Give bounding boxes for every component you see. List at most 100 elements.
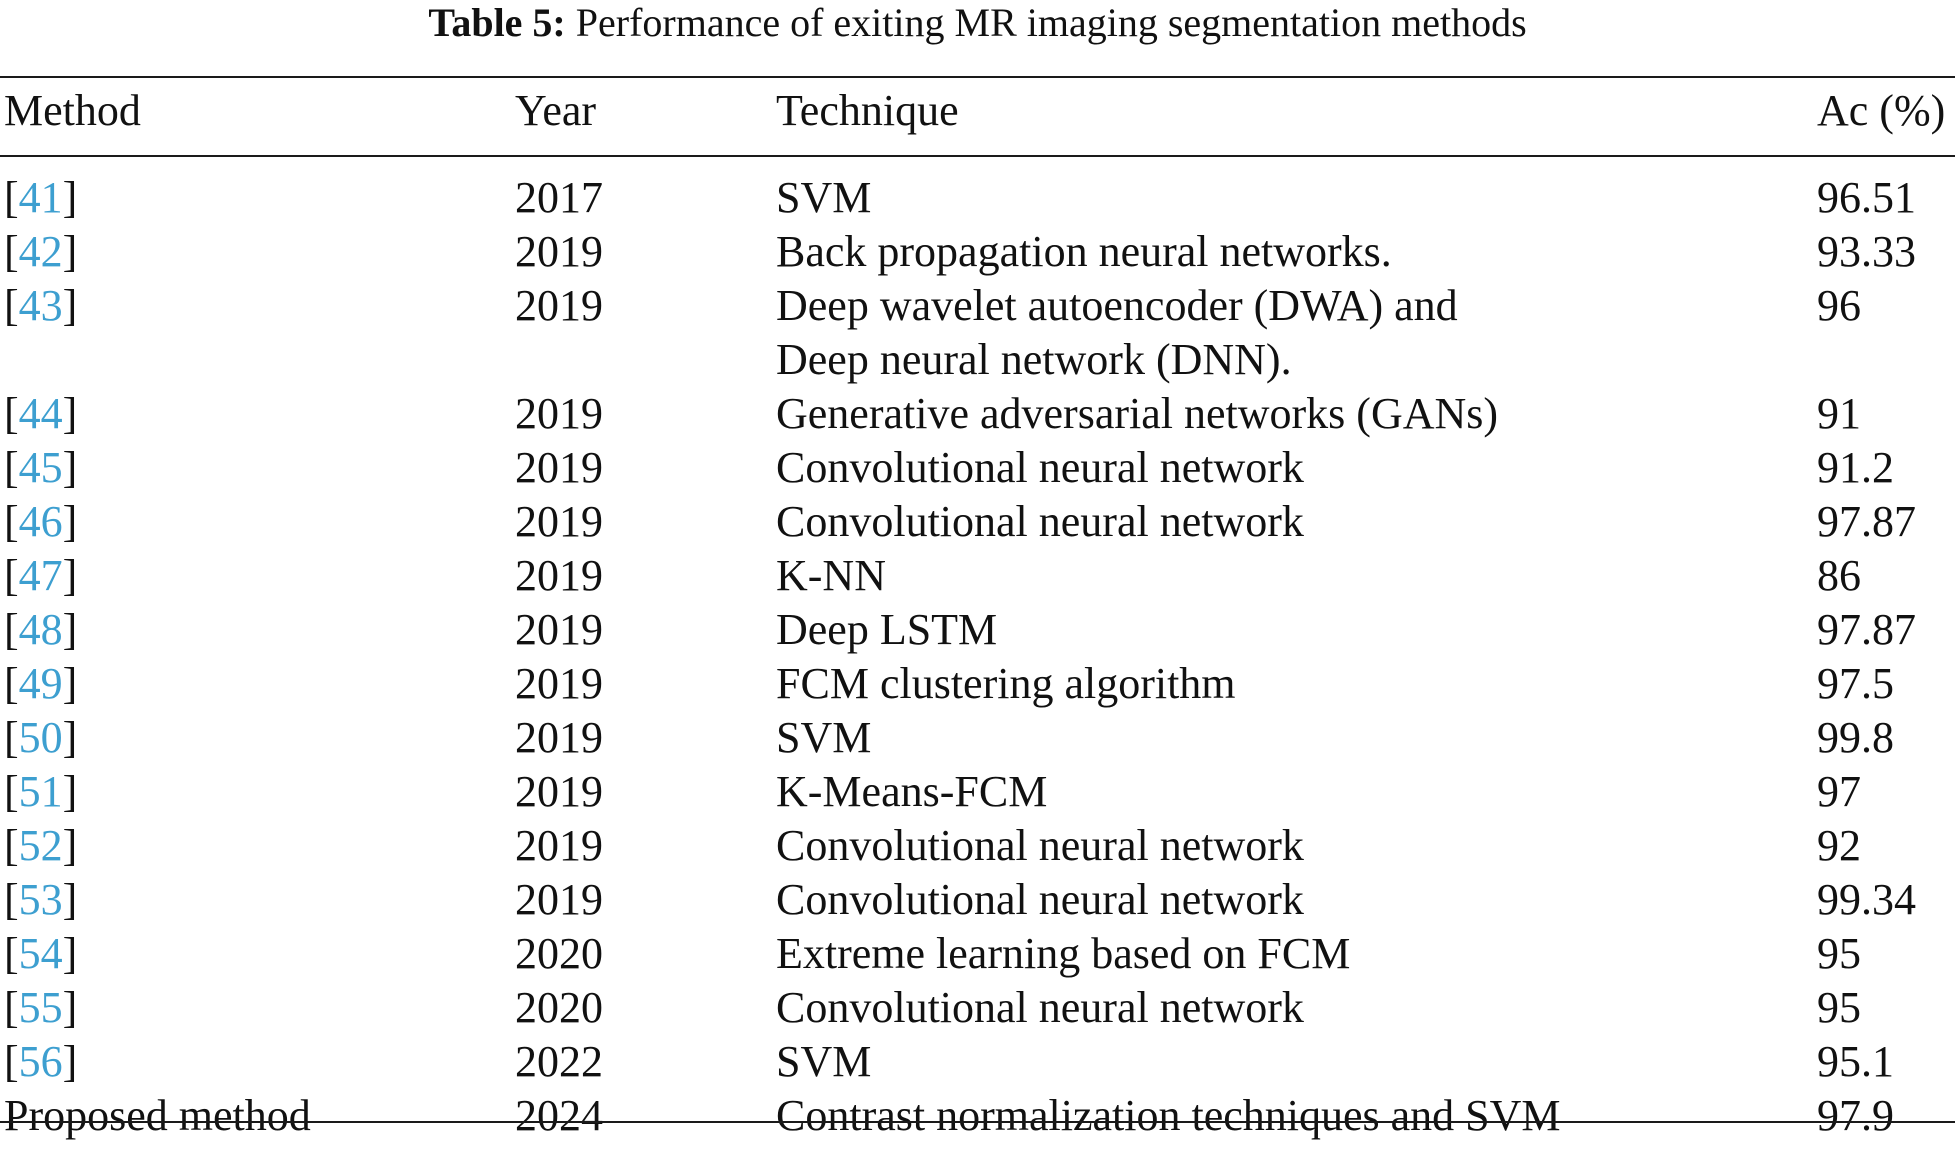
technique-line: Deep LSTM bbox=[776, 605, 998, 654]
cell-method: [56] bbox=[4, 1035, 77, 1089]
cell-method: [49] bbox=[4, 657, 77, 711]
ref-bracket-close: ] bbox=[62, 659, 78, 708]
cell-technique: Generative adversarial networks (GANs) bbox=[776, 387, 1498, 441]
table-row: [41] 2017 SVM 96.51 bbox=[0, 171, 1955, 225]
reference-link[interactable]: 44 bbox=[18, 389, 63, 438]
cell-year: 2019 bbox=[515, 551, 603, 600]
technique-line: K-Means-FCM bbox=[776, 767, 1048, 816]
cell-accuracy: 99.8 bbox=[1817, 713, 1894, 762]
ref-bracket-open: [ bbox=[4, 551, 19, 600]
reference-link[interactable]: 52 bbox=[18, 821, 63, 870]
table-row: [47] 2019 K-NN 86 bbox=[0, 549, 1955, 603]
ref-bracket-close: ] bbox=[62, 605, 78, 654]
cell-accuracy: 97.9 bbox=[1817, 1091, 1894, 1140]
reference-link[interactable]: 47 bbox=[18, 551, 63, 600]
cell-technique: K-NN bbox=[776, 549, 886, 603]
table-top-rule bbox=[0, 76, 1955, 78]
ref-bracket-open: [ bbox=[4, 983, 19, 1032]
table-caption-text: Performance of exiting MR imaging segmen… bbox=[575, 0, 1527, 45]
table-row: [49] 2019 FCM clustering algorithm 97.5 bbox=[0, 657, 1955, 711]
ref-bracket-open: [ bbox=[4, 1037, 19, 1086]
cell-technique: SVM bbox=[776, 711, 871, 765]
cell-technique: Convolutional neural network bbox=[776, 441, 1304, 495]
technique-line: SVM bbox=[776, 713, 872, 762]
reference-link[interactable]: 43 bbox=[18, 281, 63, 330]
reference-link[interactable]: 50 bbox=[18, 713, 63, 762]
cell-technique: Contrast normalization techniques and SV… bbox=[776, 1089, 1561, 1143]
technique-line: Convolutional neural network bbox=[776, 821, 1304, 870]
technique-line: Contrast normalization techniques and SV… bbox=[776, 1091, 1561, 1140]
cell-year: 2019 bbox=[515, 227, 603, 276]
cell-method: [43] bbox=[4, 279, 77, 333]
table-caption: Table 5: Performance of exiting MR imagi… bbox=[0, 0, 1955, 46]
ref-bracket-open: [ bbox=[4, 875, 19, 924]
reference-link[interactable]: 48 bbox=[18, 605, 63, 654]
technique-line: Convolutional neural network bbox=[776, 875, 1304, 924]
technique-line: K-NN bbox=[776, 551, 886, 600]
ref-bracket-close: ] bbox=[62, 713, 78, 762]
ref-bracket-close: ] bbox=[62, 551, 78, 600]
cell-method: [51] bbox=[4, 765, 77, 819]
reference-link[interactable]: 42 bbox=[18, 227, 63, 276]
ref-bracket-close: ] bbox=[62, 875, 78, 924]
ref-bracket-open: [ bbox=[4, 497, 19, 546]
cell-method: [53] bbox=[4, 873, 77, 927]
cell-technique: Extreme learning based on FCM bbox=[776, 927, 1350, 981]
ref-bracket-open: [ bbox=[4, 713, 19, 762]
ref-bracket-open: [ bbox=[4, 281, 19, 330]
technique-line: Deep wavelet autoencoder (DWA) and bbox=[776, 281, 1458, 330]
table-row: [52] 2019 Convolutional neural network 92 bbox=[0, 819, 1955, 873]
cell-accuracy: 86 bbox=[1817, 551, 1861, 600]
cell-technique: Convolutional neural network bbox=[776, 873, 1304, 927]
ref-bracket-open: [ bbox=[4, 767, 19, 816]
cell-accuracy: 91 bbox=[1817, 389, 1861, 438]
cell-year: 2019 bbox=[515, 443, 603, 492]
cell-year: 2019 bbox=[515, 281, 603, 330]
reference-link[interactable]: 53 bbox=[18, 875, 63, 924]
cell-method: [48] bbox=[4, 603, 77, 657]
cell-accuracy: 96.51 bbox=[1817, 173, 1916, 222]
table-row: [55] 2020 Convolutional neural network 95 bbox=[0, 981, 1955, 1035]
technique-line: Convolutional neural network bbox=[776, 443, 1304, 492]
cell-year: 2024 bbox=[515, 1091, 603, 1140]
ref-bracket-open: [ bbox=[4, 389, 19, 438]
ref-bracket-open: [ bbox=[4, 443, 19, 492]
reference-link[interactable]: 55 bbox=[18, 983, 63, 1032]
table-body: [41] 2017 SVM 96.51 [42] 2019 Back propagation… bbox=[0, 171, 1955, 1143]
reference-link[interactable]: 41 bbox=[18, 173, 63, 222]
table-row: [54] 2020 Extreme learning based on FCM 95 bbox=[0, 927, 1955, 981]
cell-method: [45] bbox=[4, 441, 77, 495]
cell-method: [42] bbox=[4, 225, 77, 279]
cell-method: [46] bbox=[4, 495, 77, 549]
cell-accuracy: 93.33 bbox=[1817, 227, 1916, 276]
reference-link[interactable]: 46 bbox=[18, 497, 63, 546]
cell-method: [50] bbox=[4, 711, 77, 765]
reference-link[interactable]: 54 bbox=[18, 929, 63, 978]
ref-bracket-close: ] bbox=[62, 1037, 78, 1086]
technique-line: Generative adversarial networks (GANs) bbox=[776, 389, 1499, 438]
table-row: [42] 2019 Back propagation neural networks… bbox=[0, 225, 1955, 279]
technique-line: Deep neural network (DNN). bbox=[776, 335, 1292, 384]
reference-link[interactable]: 56 bbox=[18, 1037, 63, 1086]
cell-year: 2019 bbox=[515, 497, 603, 546]
ref-bracket-close: ] bbox=[62, 497, 78, 546]
ref-bracket-close: ] bbox=[62, 767, 78, 816]
cell-year: 2020 bbox=[515, 929, 603, 978]
table-header-rule bbox=[0, 155, 1955, 157]
ref-bracket-open: [ bbox=[4, 605, 19, 654]
table-row: [51] 2019 K-Means-FCM 97 bbox=[0, 765, 1955, 819]
technique-line: Extreme learning based on FCM bbox=[776, 929, 1351, 978]
cell-technique: Convolutional neural network bbox=[776, 495, 1304, 549]
cell-technique: Deep wavelet autoencoder (DWA) and Deep n… bbox=[776, 279, 1458, 387]
ref-bracket-open: [ bbox=[4, 227, 19, 276]
cell-method: [52] bbox=[4, 819, 77, 873]
technique-line: Convolutional neural network bbox=[776, 497, 1304, 546]
cell-year: 2020 bbox=[515, 983, 603, 1032]
reference-link[interactable]: 45 bbox=[18, 443, 63, 492]
reference-link[interactable]: 49 bbox=[18, 659, 63, 708]
ref-bracket-close: ] bbox=[62, 929, 78, 978]
reference-link[interactable]: 51 bbox=[18, 767, 63, 816]
table-header-row: Method Year Technique Ac (%) bbox=[0, 84, 1955, 138]
ref-bracket-close: ] bbox=[62, 983, 78, 1032]
ref-bracket-close: ] bbox=[62, 281, 78, 330]
